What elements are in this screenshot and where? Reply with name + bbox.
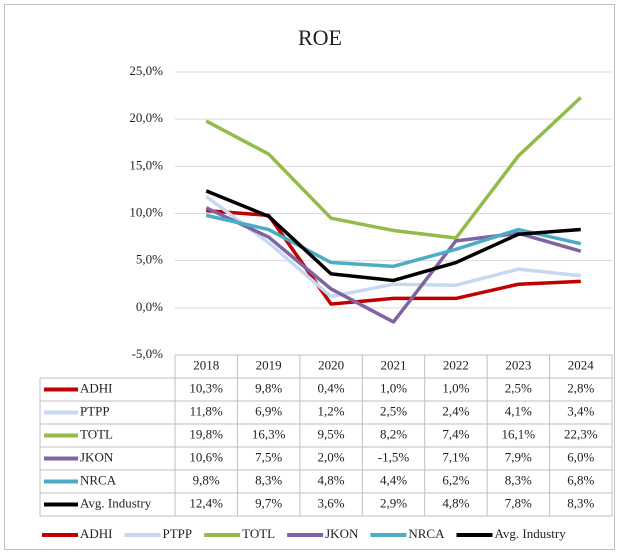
legend-label: ADHI	[80, 526, 113, 541]
table-row-label: ADHI	[80, 380, 113, 395]
x-tick-label: 2020	[318, 357, 344, 372]
table-row-label: Avg. Industry	[80, 495, 152, 510]
legend-label: TOTL	[242, 526, 275, 541]
table-row-label: PTPP	[80, 403, 110, 418]
table-cell: 7,5%	[255, 449, 282, 464]
table-cell: 6,2%	[442, 472, 469, 487]
series-line	[205, 195, 581, 299]
table-cell: 4,8%	[318, 472, 345, 487]
legend-label: PTPP	[163, 526, 193, 541]
table-cell: 16,1%	[502, 426, 536, 441]
table-cell: 10,3%	[189, 380, 223, 395]
table-cell: 7,8%	[505, 495, 532, 510]
table-cell: 10,6%	[189, 449, 223, 464]
table-cell: 7,4%	[442, 426, 469, 441]
table-cell: 4,1%	[505, 403, 532, 418]
table-cell: 0,4%	[318, 380, 345, 395]
y-tick-label: 20,0%	[129, 110, 163, 125]
table-cell: 22,3%	[564, 426, 598, 441]
table-cell: 8,2%	[380, 426, 407, 441]
series-line	[205, 213, 582, 269]
table-cell: 2,5%	[505, 380, 532, 395]
chart-title: ROE	[298, 25, 342, 50]
table-cell: 16,3%	[252, 426, 286, 441]
table-cell: 3,4%	[567, 403, 594, 418]
table-cell: 1,2%	[318, 403, 345, 418]
y-tick-label: 25,0%	[129, 63, 163, 78]
table-cell: 9,8%	[255, 380, 282, 395]
y-tick-label: 15,0%	[129, 157, 163, 172]
table-cell: 8,3%	[505, 472, 532, 487]
table-cell: 8,3%	[567, 495, 594, 510]
series-line	[205, 189, 581, 283]
table-cell: 12,4%	[189, 495, 223, 510]
y-tick-label: 10,0%	[129, 204, 163, 219]
y-tick-label: -5,0%	[132, 346, 164, 361]
table-cell: 2,5%	[380, 403, 407, 418]
table-cell: 9,5%	[318, 426, 345, 441]
table-cell: 1,0%	[380, 380, 407, 395]
legend-label: Avg. Industry	[494, 526, 566, 541]
table-cell: 4,4%	[380, 472, 407, 487]
table-row-label: JKON	[80, 449, 114, 464]
table-cell: 9,8%	[193, 472, 220, 487]
table-cell: 6,8%	[567, 472, 594, 487]
table-cell: 8,3%	[255, 472, 282, 487]
table-cell: 6,9%	[255, 403, 282, 418]
x-tick-label: 2019	[256, 357, 282, 372]
x-tick-label: 2018	[193, 357, 219, 372]
table-cell: 11,8%	[190, 403, 223, 418]
table-row-label: TOTL	[80, 426, 113, 441]
table-cell: 3,6%	[318, 495, 345, 510]
legend-label: JKON	[325, 526, 359, 541]
table-cell: -1,5%	[378, 449, 410, 464]
table-cell: 7,1%	[442, 449, 469, 464]
table-cell: 1,0%	[442, 380, 469, 395]
series-line	[205, 96, 582, 240]
table-cell: 2,8%	[567, 380, 594, 395]
table-cell: 9,7%	[255, 495, 282, 510]
y-tick-label: 5,0%	[136, 252, 163, 267]
table-cell: 4,8%	[442, 495, 469, 510]
table-cell: 2,0%	[318, 449, 345, 464]
legend-label: NRCA	[408, 526, 445, 541]
table-cell: 2,9%	[380, 495, 407, 510]
table-cell: 7,9%	[505, 449, 532, 464]
x-tick-label: 2023	[505, 357, 531, 372]
x-tick-label: 2022	[443, 357, 469, 372]
table-cell: 2,4%	[442, 403, 469, 418]
table-row-label: NRCA	[80, 472, 117, 487]
table-cell: 19,8%	[189, 426, 223, 441]
table-cell: 6,0%	[567, 449, 594, 464]
x-tick-label: 2024	[568, 357, 595, 372]
x-tick-label: 2021	[381, 357, 407, 372]
y-tick-label: 0,0%	[136, 299, 163, 314]
